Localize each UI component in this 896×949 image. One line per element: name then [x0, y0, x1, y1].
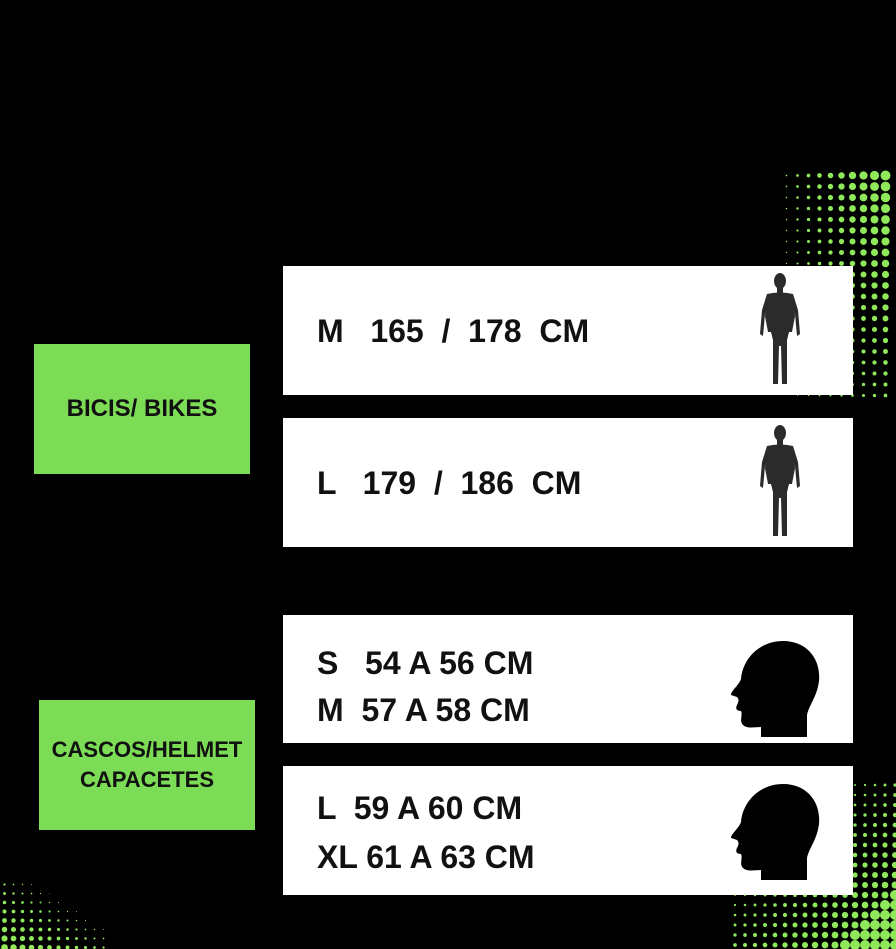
- bike-size-row-m: M 165 / 178 CM: [283, 266, 853, 395]
- head-silhouette-icon: [731, 641, 820, 737]
- bike-size-text: M 165 / 178 CM: [317, 313, 590, 349]
- head-silhouette-icon: [731, 784, 820, 880]
- human-body-silhouette-icon: [760, 425, 800, 536]
- helmet-label: CASCOS/HELMET CAPACETES: [39, 700, 255, 830]
- bike-size-row-l: L 179 / 186 CM: [283, 418, 853, 547]
- helmet-size-row-s-m: S 54 A 56 CM M 57 A 58 CM: [283, 615, 853, 743]
- helmet-size-line2: M 57 A 58 CM: [317, 692, 530, 728]
- bikes-label-text: BICIS/ BIKES: [66, 394, 218, 422]
- helmet-label-line2: CAPACETES: [79, 767, 215, 792]
- bike-size-text: L 179 / 186 CM: [317, 465, 582, 501]
- helmet-size-line1: L 59 A 60 CM: [317, 790, 523, 826]
- helmet-size-row-l-xl: L 59 A 60 CM XL 61 A 63 CM: [283, 766, 853, 895]
- halftone-bottom-left: [0, 880, 110, 949]
- human-body-silhouette-icon: [760, 273, 800, 384]
- helmet-label-line1: CASCOS/HELMET: [51, 737, 243, 763]
- bikes-label: BICIS/ BIKES: [34, 344, 250, 474]
- helmet-size-line2: XL 61 A 63 CM: [317, 839, 535, 875]
- helmet-size-line1: S 54 A 56 CM: [317, 645, 534, 681]
